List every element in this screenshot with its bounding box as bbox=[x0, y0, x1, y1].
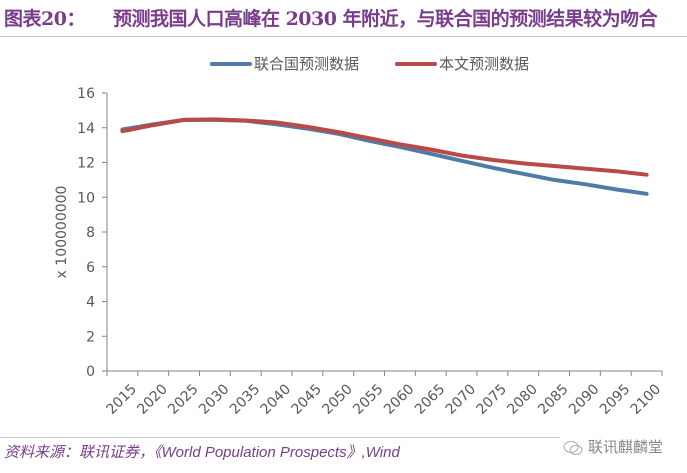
title-divider bbox=[0, 36, 687, 37]
y-axis-label: x 100000000 bbox=[54, 186, 70, 279]
x-tick-label: 2085 bbox=[535, 381, 572, 418]
x-tick-label: 2070 bbox=[443, 381, 480, 418]
y-axis: 0 2 4 6 8 10 12 14 16 bbox=[77, 86, 108, 380]
x-tick-label: 2020 bbox=[134, 381, 171, 418]
x-tick-label: 2100 bbox=[628, 381, 665, 418]
figure-number: 图表20： bbox=[4, 8, 85, 30]
x-tick-label: 2025 bbox=[165, 381, 202, 418]
y-tick-label: 2 bbox=[86, 329, 95, 345]
x-tick-label: 2065 bbox=[412, 381, 449, 418]
x-tick-label: 2030 bbox=[196, 381, 233, 418]
y-tick-label: 6 bbox=[86, 260, 95, 276]
y-tick-label: 12 bbox=[77, 156, 95, 172]
x-axis: 2015202020252030203520402045205020552060… bbox=[104, 370, 665, 418]
brand-name: 联讯麒麟堂 bbox=[588, 438, 664, 456]
figure-title-text: 预测我国人口高峰在 2030 年附近，与联合国的预测结果较为吻合 bbox=[112, 8, 658, 30]
x-tick-label: 2035 bbox=[227, 381, 264, 418]
x-tick-label: 2055 bbox=[350, 381, 387, 418]
y-tick-label: 16 bbox=[77, 86, 95, 102]
brand-watermark: 联讯麒麟堂 bbox=[562, 436, 663, 457]
legend-label: 联合国预测数据 bbox=[254, 55, 359, 73]
x-tick-label: 2080 bbox=[504, 381, 541, 418]
y-tick-label: 14 bbox=[77, 121, 95, 137]
series-line-this-paper bbox=[120, 117, 649, 177]
x-tick-label: 2040 bbox=[258, 381, 295, 418]
source-note: 资料来源：联讯证券，《World Population Prospects》,W… bbox=[4, 444, 400, 461]
y-tick-label: 10 bbox=[77, 190, 95, 206]
series-line-un bbox=[120, 117, 649, 196]
legend: 联合国预测数据 本文预测数据 bbox=[210, 55, 529, 73]
figure-title: 图表20： 预测我国人口高峰在 2030 年附近，与联合国的预测结果较为吻合 bbox=[4, 4, 658, 31]
x-tick-label: 2015 bbox=[104, 381, 141, 418]
x-tick-label: 2060 bbox=[381, 381, 418, 418]
series-layer bbox=[120, 117, 649, 196]
x-tick-label: 2075 bbox=[474, 381, 511, 418]
x-tick-label: 2095 bbox=[597, 381, 634, 418]
y-tick-label: 8 bbox=[86, 225, 95, 241]
legend-label: 本文预测数据 bbox=[439, 55, 529, 73]
y-tick-label: 0 bbox=[86, 364, 95, 380]
wechat-icon bbox=[563, 440, 583, 455]
footer-divider bbox=[0, 437, 560, 438]
x-tick-label: 2050 bbox=[319, 381, 356, 418]
x-tick-label: 2090 bbox=[566, 381, 603, 418]
x-tick-label: 2045 bbox=[289, 381, 326, 418]
y-tick-label: 4 bbox=[86, 295, 95, 311]
